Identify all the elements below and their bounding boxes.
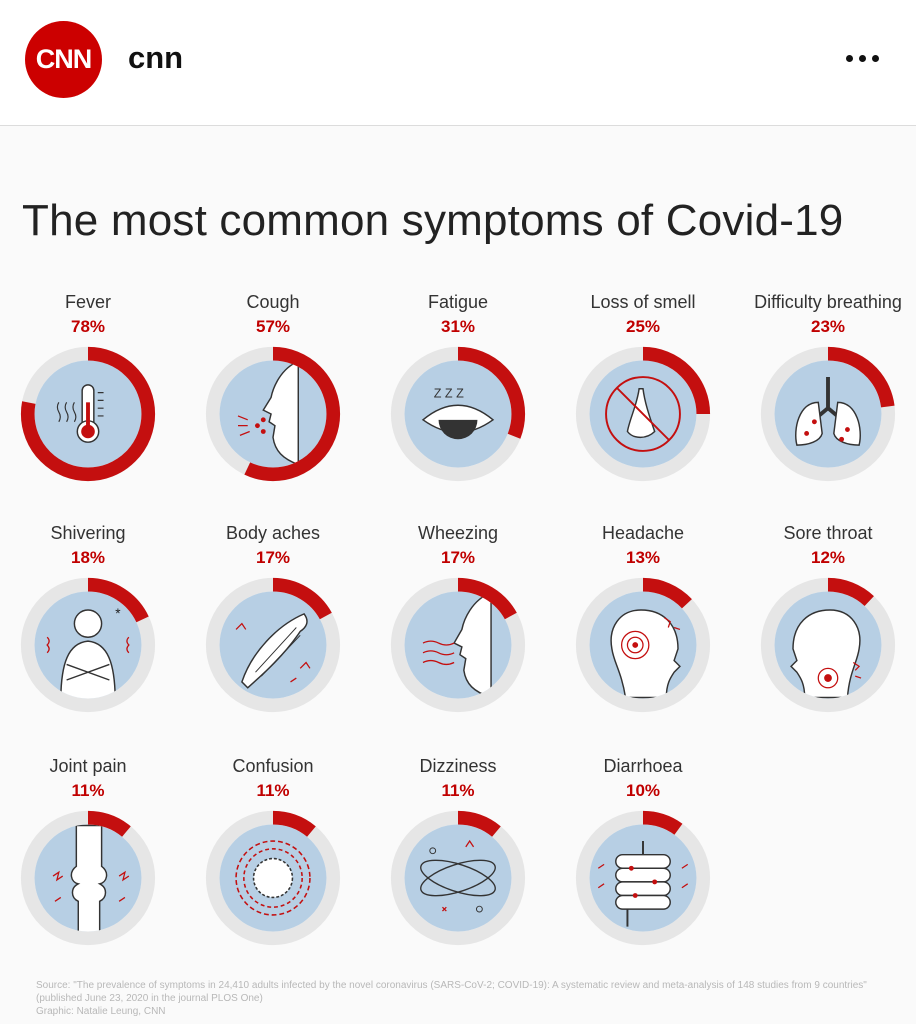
symptom-label: Loss of smell bbox=[590, 292, 696, 312]
cnn-avatar[interactable]: CNN bbox=[25, 21, 102, 98]
donut-value-arc bbox=[20, 577, 156, 713]
donut-chart: Z Z Z bbox=[390, 346, 526, 482]
symptom-percent: 31% bbox=[440, 317, 476, 336]
svg-text:*: * bbox=[115, 606, 121, 621]
symptom-label: Joint pain bbox=[49, 756, 127, 776]
symptom-body-aches: Body aches 17% bbox=[198, 523, 348, 763]
symptom-percent: 11% bbox=[441, 781, 475, 800]
donut-value-arc bbox=[575, 577, 711, 713]
donut-chart bbox=[760, 346, 896, 482]
source-footnote: Source: "The prevalence of symptoms in 2… bbox=[36, 979, 896, 1018]
donut-value-arc bbox=[575, 346, 711, 482]
donut-value-arc bbox=[205, 346, 341, 482]
symptom-percent: 11% bbox=[256, 781, 290, 800]
symptom-label: Headache bbox=[601, 523, 685, 543]
joint-bone-icon bbox=[52, 824, 130, 932]
account-name[interactable]: cnn bbox=[128, 40, 184, 75]
donut-chart bbox=[575, 346, 711, 482]
symptom-percent: 10% bbox=[625, 781, 661, 800]
symptom-percent: 23% bbox=[810, 317, 846, 336]
symptom-label: Wheezing bbox=[417, 523, 499, 543]
donut-value-arc bbox=[205, 577, 341, 713]
donut-chart bbox=[205, 577, 341, 713]
donut-value-arc bbox=[20, 810, 156, 946]
donut-chart bbox=[205, 346, 341, 482]
symptom-percent: 17% bbox=[255, 548, 291, 567]
donut-value-arc bbox=[205, 810, 341, 946]
symptom-percent: 11% bbox=[71, 781, 105, 800]
donut-chart bbox=[20, 810, 156, 946]
symptom-label: Difficulty breathing bbox=[754, 292, 902, 312]
symptom-fever: Fever 78% bbox=[13, 292, 163, 532]
symptom-label: Diarrhoea bbox=[603, 756, 683, 776]
cnn-logo-text: CNN bbox=[35, 44, 92, 74]
symptom-label: Shivering bbox=[50, 523, 126, 543]
donut-value-arc bbox=[390, 810, 526, 946]
donut-value-arc bbox=[390, 577, 526, 713]
headache-icon bbox=[610, 609, 681, 699]
sleepy-eye-icon: Z Z Z bbox=[421, 386, 495, 440]
donut-value-arc bbox=[760, 346, 896, 482]
donut-inner bbox=[774, 360, 882, 468]
post-header: CNN cnn bbox=[0, 0, 916, 126]
donut-chart bbox=[390, 577, 526, 713]
donut-chart bbox=[390, 810, 526, 946]
symptom-percent: 13% bbox=[625, 548, 661, 567]
symptom-headache: Headache 13% bbox=[568, 523, 718, 763]
thermometer-icon bbox=[56, 384, 104, 443]
symptom-label: Dizziness bbox=[419, 756, 497, 776]
symptom-label: Body aches bbox=[225, 523, 321, 543]
symptom-label: Cough bbox=[246, 292, 300, 312]
symptom-confusion: Confusion 11% bbox=[198, 756, 348, 996]
dizziness-orbit-icon bbox=[420, 839, 496, 913]
donut-chart bbox=[20, 346, 156, 482]
donut-chart bbox=[575, 577, 711, 713]
coughing-face-icon bbox=[237, 360, 300, 466]
symptom-percent: 78% bbox=[70, 317, 106, 336]
symptom-difficulty-breathing: Difficulty breathing 23% bbox=[753, 292, 903, 532]
symptom-joint-pain: Joint pain 11% bbox=[13, 756, 163, 996]
symptom-label: Sore throat bbox=[783, 523, 873, 543]
svg-text:Z Z Z: Z Z Z bbox=[434, 386, 464, 400]
donut-value-arc bbox=[390, 346, 526, 482]
crossed-nose-icon bbox=[605, 376, 681, 452]
shivering-person-icon: * bbox=[46, 606, 130, 699]
symptom-label: Fatigue bbox=[427, 292, 489, 312]
donut-chart: * bbox=[20, 577, 156, 713]
intestine-icon bbox=[597, 841, 689, 927]
donut-chart bbox=[205, 810, 341, 946]
donut-value-arc bbox=[760, 577, 896, 713]
symptom-sore-throat: Sore throat 12% bbox=[753, 523, 903, 763]
symptom-percent: 12% bbox=[810, 548, 846, 567]
lungs-icon bbox=[795, 377, 861, 446]
donut-chart bbox=[760, 577, 896, 713]
symptom-shivering: Shivering 18% * bbox=[13, 523, 163, 763]
symptom-label: Fever bbox=[64, 292, 111, 312]
muscle-icon bbox=[235, 612, 311, 689]
symptom-diarrhoea: Diarrhoea 10% bbox=[568, 756, 718, 996]
donut-value-arc bbox=[20, 346, 156, 482]
symptom-loss-of-smell: Loss of smell 25% bbox=[568, 292, 718, 532]
wheezing-face-icon bbox=[422, 591, 492, 699]
graphic-credit: Graphic: Natalie Leung, CNN bbox=[36, 1006, 166, 1017]
symptom-dizziness: Dizziness 11% bbox=[383, 756, 533, 996]
symptom-percent: 18% bbox=[70, 548, 106, 567]
symptom-percent: 25% bbox=[625, 317, 661, 336]
symptom-label: Confusion bbox=[232, 756, 314, 776]
symptom-percent: 57% bbox=[255, 317, 291, 336]
symptom-wheezing: Wheezing 17% bbox=[383, 523, 533, 763]
donut-chart bbox=[575, 810, 711, 946]
chart-title: The most common symptoms of Covid-19 bbox=[22, 196, 844, 245]
donut-inner bbox=[404, 824, 512, 932]
symptom-percent: 17% bbox=[440, 548, 476, 567]
symptom-cough: Cough 57% bbox=[198, 292, 348, 532]
source-text: Source: "The prevalence of symptoms in 2… bbox=[36, 980, 867, 1004]
sore-throat-icon bbox=[790, 609, 862, 699]
symptom-fatigue: Fatigue 31% Z Z Z bbox=[383, 292, 533, 532]
more-options-icon[interactable] bbox=[838, 40, 886, 76]
confusion-spiral-icon bbox=[235, 840, 311, 916]
donut-value-arc bbox=[575, 810, 711, 946]
